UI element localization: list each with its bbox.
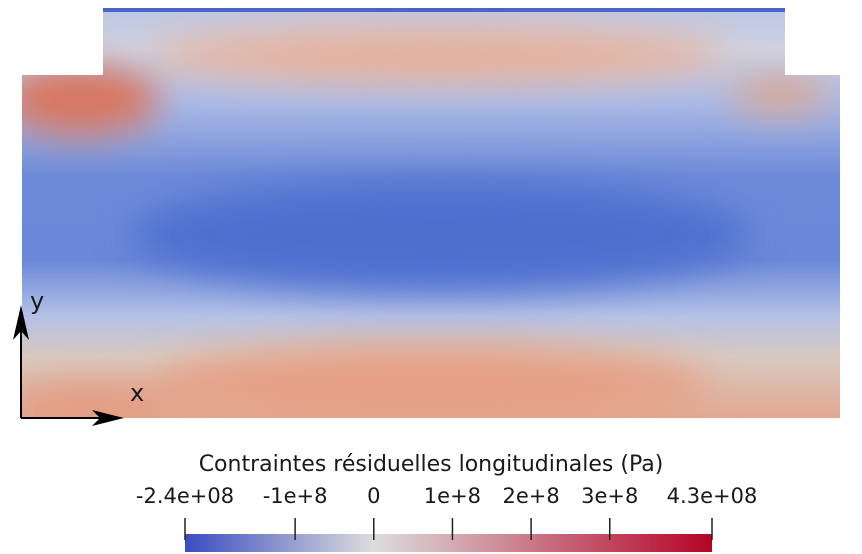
tick-label: 0 xyxy=(367,484,380,508)
tick-label: -1e+8 xyxy=(263,484,328,508)
colorbar xyxy=(185,534,712,552)
tick-label: 1e+8 xyxy=(424,484,481,508)
x-axis-label: x xyxy=(130,379,144,407)
y-axis-label: y xyxy=(30,287,44,315)
tick-label: 2e+8 xyxy=(502,484,559,508)
field xyxy=(22,8,840,418)
axes-triad: x y xyxy=(13,287,144,426)
tick-label: 4.3e+08 xyxy=(667,484,758,508)
colorbar-title: Contraintes résiduelles longitudinales (… xyxy=(199,452,664,477)
tick-label: -2.4e+08 xyxy=(136,484,234,508)
tick-label: 3e+8 xyxy=(581,484,638,508)
